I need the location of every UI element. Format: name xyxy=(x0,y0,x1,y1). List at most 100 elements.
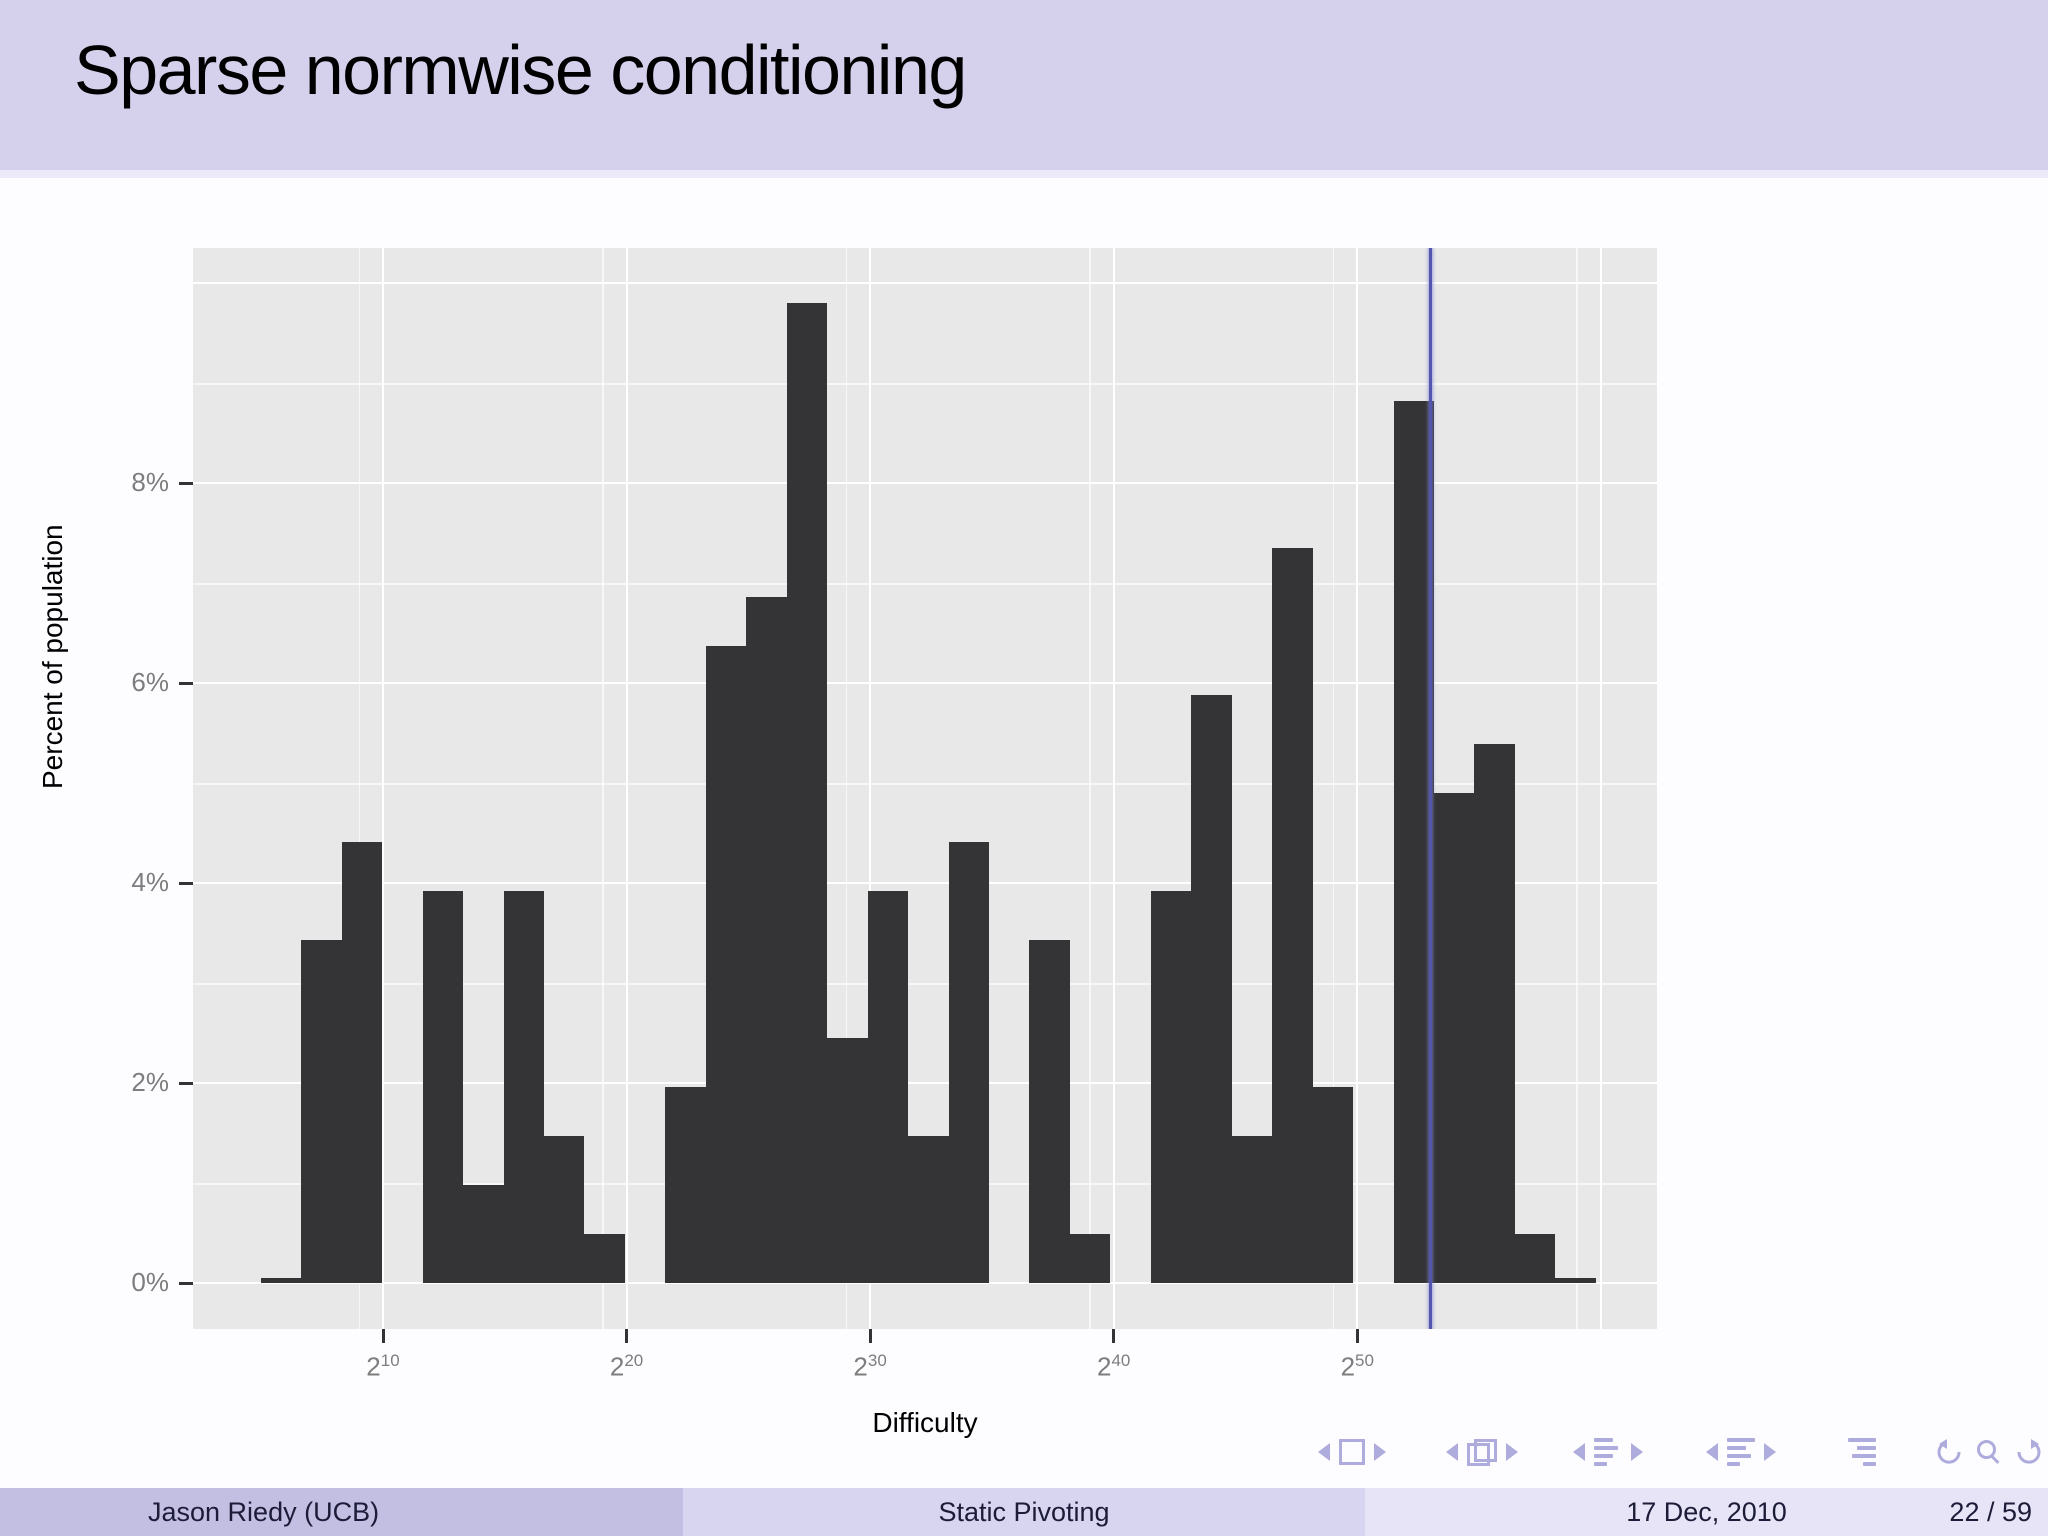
grid-line-x-minor xyxy=(602,248,604,1329)
footer-date-page-box: 17 Dec, 2010 22 / 59 xyxy=(1365,1488,2048,1536)
footer-page-number: 22 / 59 xyxy=(1949,1496,2032,1527)
footer-bar: Jason Riedy (UCB) Static Pivoting 17 Dec… xyxy=(0,1488,2048,1536)
x-tick-label: 240 xyxy=(1097,1351,1131,1382)
x-tick-mark xyxy=(1355,1329,1359,1343)
histogram-bar xyxy=(1474,744,1515,1283)
prev-section-icon[interactable] xyxy=(1706,1443,1718,1461)
search-icon[interactable] xyxy=(1976,1439,2002,1465)
footer-author: Jason Riedy (UCB) xyxy=(148,1496,380,1527)
histogram-bar xyxy=(301,940,342,1283)
undo-icon[interactable] xyxy=(1935,1438,1963,1466)
frame-box-icon[interactable] xyxy=(1339,1439,1365,1465)
histogram-bar xyxy=(341,842,383,1283)
beamer-nav-bar xyxy=(0,1437,2048,1471)
nav-group-section xyxy=(1706,1437,1776,1467)
y-tick-label: 6% xyxy=(131,667,169,697)
x-tick-mark xyxy=(1112,1329,1116,1343)
y-tick-label: 0% xyxy=(131,1267,169,1297)
histogram-bar xyxy=(503,891,544,1283)
y-tick-mark xyxy=(179,681,193,685)
y-tick-label: 2% xyxy=(131,1067,169,1097)
grid-line-x-major xyxy=(869,248,872,1329)
plot-panel xyxy=(193,248,1657,1329)
y-tick-mark xyxy=(179,1081,193,1085)
slide-title-bar: Sparse normwise conditioning xyxy=(0,0,2048,170)
histogram-bar xyxy=(786,303,828,1283)
histogram-figure: 210 220 230 240 250 0% 2% 4% 6% 8% Difficulty Perce… xyxy=(0,178,2048,1438)
next-subsection-icon[interactable] xyxy=(1631,1443,1643,1461)
x-tick-label: 250 xyxy=(1340,1351,1374,1382)
histogram-bar xyxy=(665,1087,706,1283)
grid-line-y-major xyxy=(193,282,1657,284)
grid-line-x-minor xyxy=(1089,248,1091,1329)
histogram-bar xyxy=(1312,1087,1354,1283)
histogram-bar xyxy=(1434,793,1475,1283)
subsection-list-icon[interactable] xyxy=(1594,1438,1622,1466)
threshold-vline xyxy=(1428,248,1432,1329)
histogram-bar xyxy=(1150,891,1192,1283)
histogram-bar xyxy=(908,1136,949,1283)
nav-group-subsection xyxy=(1573,1437,1643,1467)
y-tick-label: 4% xyxy=(131,867,169,897)
prev-slide-icon[interactable] xyxy=(1318,1443,1330,1461)
footer-deck-title: Static Pivoting xyxy=(938,1496,1110,1527)
y-tick-mark xyxy=(179,1281,193,1285)
histogram-bar xyxy=(705,646,747,1283)
nav-group-appendix xyxy=(1848,1437,1876,1467)
appendix-list-icon[interactable] xyxy=(1848,1438,1876,1466)
histogram-bar xyxy=(948,842,989,1283)
grid-line-y-major xyxy=(193,1282,1657,1284)
histogram-bar xyxy=(746,597,787,1283)
section-list-icon[interactable] xyxy=(1727,1438,1755,1466)
next-section-icon[interactable] xyxy=(1764,1443,1776,1461)
grid-line-x-minor xyxy=(845,248,848,1329)
x-tick-mark xyxy=(381,1329,385,1343)
grid-line-x-major xyxy=(382,248,384,1329)
footer-author-box: Jason Riedy (UCB) xyxy=(0,1488,683,1536)
redo-icon[interactable] xyxy=(2015,1438,2043,1466)
histogram-bar xyxy=(867,891,909,1283)
y-tick-mark xyxy=(179,881,193,885)
histogram-bar xyxy=(463,1185,504,1283)
grid-line-x-major xyxy=(625,248,628,1329)
grid-line-y-minor xyxy=(193,583,1657,585)
histogram-bar xyxy=(584,1234,625,1283)
next-frame-icon[interactable] xyxy=(1506,1443,1518,1461)
histogram-bar xyxy=(1555,1278,1596,1283)
x-tick-label: 210 xyxy=(366,1351,400,1382)
grid-line-y-minor xyxy=(193,783,1657,785)
title-bar-strip xyxy=(0,170,2048,178)
grid-line-y-minor xyxy=(193,383,1657,385)
histogram-bar xyxy=(260,1278,302,1283)
grid-line-x-major xyxy=(1599,248,1602,1329)
grid-line-x-minor xyxy=(1332,248,1335,1329)
x-tick-label: 230 xyxy=(853,1351,887,1382)
histogram-bar xyxy=(1191,695,1232,1283)
grid-line-x-major xyxy=(1112,248,1115,1329)
nav-group-history xyxy=(1935,1437,2043,1467)
histogram-bar xyxy=(1231,1136,1273,1283)
x-axis-title: Difficulty xyxy=(872,1407,978,1438)
grid-line-y-minor xyxy=(193,983,1657,985)
footer-date: 17 Dec, 2010 xyxy=(1626,1496,1787,1527)
grid-line-y-major xyxy=(193,482,1657,484)
histogram-bar xyxy=(1393,401,1435,1283)
x-tick-label: 220 xyxy=(609,1351,644,1382)
grid-line-y-major xyxy=(193,882,1657,884)
nav-group-slide xyxy=(1318,1437,1386,1467)
histogram-bar xyxy=(543,1136,585,1283)
prev-frame-icon[interactable] xyxy=(1446,1443,1458,1461)
next-slide-icon[interactable] xyxy=(1374,1443,1386,1461)
prev-subsection-icon[interactable] xyxy=(1573,1443,1585,1461)
frame-overlay-icon[interactable] xyxy=(1467,1439,1497,1466)
x-tick-mark xyxy=(868,1329,872,1343)
grid-line-y-major xyxy=(193,682,1657,684)
histogram-bar xyxy=(422,891,464,1283)
nav-group-frame xyxy=(1446,1437,1518,1467)
histogram-bar xyxy=(1514,1234,1556,1283)
histogram-bar xyxy=(1069,1234,1111,1283)
y-tick-label: 8% xyxy=(131,467,169,497)
grid-line-x-major xyxy=(1356,248,1359,1329)
grid-line-x-minor xyxy=(1576,248,1578,1329)
